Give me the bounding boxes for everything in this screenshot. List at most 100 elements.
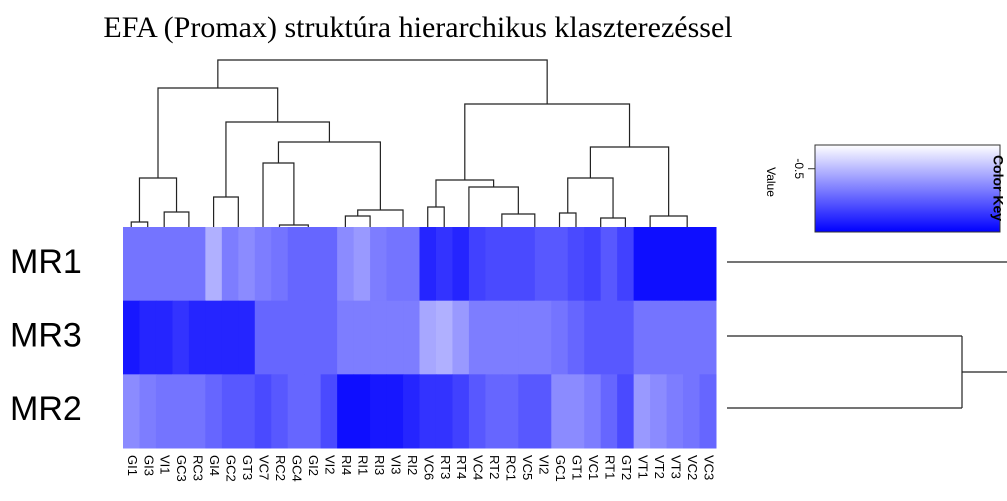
heatmap-cell bbox=[254, 227, 272, 302]
heatmap-cell bbox=[650, 300, 668, 375]
column-label: GT2 bbox=[619, 455, 634, 480]
heatmap-cell bbox=[518, 300, 536, 375]
heatmap-cell bbox=[155, 374, 173, 449]
column-label: VC5 bbox=[520, 455, 535, 480]
column-label: RI2 bbox=[405, 455, 420, 475]
heatmap-cell bbox=[172, 300, 190, 375]
column-label: RI4 bbox=[339, 455, 354, 475]
heatmap-cell bbox=[188, 227, 206, 302]
heatmap-cell bbox=[666, 300, 684, 375]
heatmap-cell bbox=[452, 374, 470, 449]
heatmap-cell bbox=[320, 374, 338, 449]
heatmap-cell bbox=[518, 227, 536, 302]
heatmap-cell bbox=[485, 374, 503, 449]
heatmap-cell bbox=[370, 227, 388, 302]
heatmap-cell bbox=[551, 374, 569, 449]
column-label: GC4 bbox=[290, 455, 305, 482]
column-label: VC3 bbox=[701, 455, 716, 480]
column-label: VI2 bbox=[322, 455, 337, 475]
heatmap-cell bbox=[155, 300, 173, 375]
column-label: GI2 bbox=[306, 455, 321, 476]
column-label: GI3 bbox=[141, 455, 156, 476]
heatmap-cell bbox=[419, 227, 437, 302]
heatmap-cell bbox=[271, 300, 289, 375]
heatmap-cell bbox=[501, 227, 519, 302]
column-label: RC2 bbox=[273, 455, 288, 481]
heatmap-cell bbox=[337, 300, 355, 375]
heatmap-cell bbox=[155, 227, 173, 302]
heatmap-cell bbox=[139, 300, 157, 375]
heatmap-cell bbox=[485, 227, 503, 302]
chart-title: EFA (Promax) struktúra hierarchikus klas… bbox=[103, 11, 732, 44]
heatmap-cell bbox=[123, 300, 140, 375]
heatmap-cell bbox=[435, 374, 453, 449]
heatmap-cell bbox=[304, 374, 322, 449]
column-label: VC1 bbox=[586, 455, 601, 480]
heatmap-cell bbox=[617, 374, 635, 449]
heatmap-cell bbox=[567, 300, 585, 375]
heatmap-cell bbox=[419, 300, 437, 375]
heatmap-cell bbox=[617, 227, 635, 302]
column-label: GC3 bbox=[174, 455, 189, 482]
heatmap-cell bbox=[139, 374, 157, 449]
column-dendrogram bbox=[130, 59, 709, 246]
heatmap-cell bbox=[172, 374, 190, 449]
column-label: GI4 bbox=[207, 455, 222, 476]
heatmap-cell bbox=[238, 374, 256, 449]
heatmap-cell bbox=[370, 300, 388, 375]
heatmap-cell bbox=[271, 227, 289, 302]
column-label: RC3 bbox=[191, 455, 206, 481]
heatmap-cell bbox=[386, 374, 404, 449]
column-label: VT2 bbox=[652, 455, 667, 479]
column-label: GC2 bbox=[224, 455, 239, 482]
heatmap-cell bbox=[518, 374, 536, 449]
heatmap-cell bbox=[221, 374, 239, 449]
heatmap-cell bbox=[287, 300, 305, 375]
heatmap-cell bbox=[633, 227, 651, 302]
row-label: MR2 bbox=[10, 390, 82, 428]
heatmap-cell bbox=[254, 374, 272, 449]
column-label: GC1 bbox=[553, 455, 568, 482]
heatmap-cell bbox=[600, 374, 618, 449]
heatmap-cell bbox=[534, 300, 552, 375]
heatmap-cell bbox=[468, 300, 486, 375]
heatmap-cell bbox=[683, 300, 701, 375]
heatmap-cell bbox=[188, 300, 206, 375]
column-label: RC1 bbox=[504, 455, 519, 481]
heatmap-cell bbox=[501, 300, 519, 375]
color-key-label: Value bbox=[764, 167, 778, 197]
heatmap-cell bbox=[485, 300, 503, 375]
color-key bbox=[814, 144, 1001, 233]
heatmap-cell bbox=[139, 227, 157, 302]
heatmap-cell bbox=[584, 300, 602, 375]
column-label: GT3 bbox=[240, 455, 255, 480]
heatmap-cell bbox=[600, 300, 618, 375]
heatmap-cell bbox=[452, 300, 470, 375]
heatmap-cell bbox=[172, 227, 190, 302]
heatmap-cell bbox=[452, 227, 470, 302]
heatmap-cell bbox=[650, 374, 668, 449]
column-label: VI3 bbox=[388, 455, 403, 475]
column-label: VI1 bbox=[158, 455, 173, 475]
column-label: GT1 bbox=[570, 455, 585, 480]
heatmap-cell bbox=[271, 374, 289, 449]
heatmap-cell bbox=[403, 300, 420, 375]
column-label: VT1 bbox=[635, 455, 650, 479]
row-label: MR3 bbox=[10, 316, 82, 354]
heatmap-cell bbox=[403, 374, 420, 449]
column-label: VC4 bbox=[471, 455, 486, 480]
heatmap-cell bbox=[501, 374, 519, 449]
column-label: RT1 bbox=[602, 455, 617, 479]
heatmap-cell bbox=[699, 227, 717, 302]
heatmap-cell bbox=[123, 227, 140, 302]
column-label: VT3 bbox=[668, 455, 683, 479]
row-dendrogram bbox=[727, 261, 1007, 409]
heatmap-cell bbox=[205, 227, 223, 302]
heatmap-cell bbox=[567, 374, 585, 449]
heatmap-cell bbox=[221, 300, 239, 375]
column-label: RT4 bbox=[454, 455, 469, 479]
column-label: RI3 bbox=[372, 455, 387, 475]
color-key-title: Color Key bbox=[990, 155, 1006, 221]
column-label: VC6 bbox=[421, 455, 436, 480]
